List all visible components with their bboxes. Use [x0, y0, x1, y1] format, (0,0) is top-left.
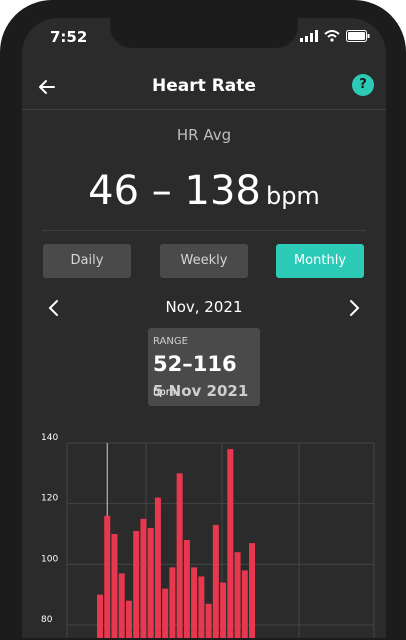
y-tick-label: 120 — [41, 494, 58, 504]
screen: 7:52 Heart Rate ? HR — [22, 18, 386, 638]
tooltip-range: 52–116 bpm — [153, 352, 260, 400]
tab-monthly[interactable]: Monthly — [276, 244, 364, 278]
heart-rate-bar[interactable] — [169, 567, 176, 638]
heart-rate-bar[interactable] — [118, 573, 125, 638]
heart-rate-bar[interactable] — [97, 594, 103, 638]
heart-rate-bar[interactable] — [111, 534, 118, 638]
status-time: 7:52 — [50, 28, 88, 46]
heart-rate-bar[interactable] — [191, 567, 198, 638]
heart-rate-chart[interactable]: 80 100 120 140 — [22, 413, 386, 638]
tooltip-range-unit: bpm — [153, 387, 176, 398]
period-label: Nov, 2021 — [165, 298, 243, 316]
tooltip-range-value: 52–116 — [153, 352, 237, 376]
y-tick-label: 80 — [41, 615, 53, 625]
help-icon[interactable]: ? — [352, 74, 374, 96]
tab-weekly[interactable]: Weekly — [160, 244, 248, 278]
signal-icon — [300, 30, 318, 42]
y-tick-label: 140 — [41, 433, 58, 443]
battery-icon — [346, 30, 370, 42]
heart-rate-bar[interactable] — [183, 540, 190, 638]
status-icons — [300, 30, 370, 42]
range-tooltip: RANGE 52–116 bpm 5 Nov 2021 — [148, 328, 260, 406]
nav-bar: Heart Rate ? — [22, 66, 386, 110]
heart-rate-bar[interactable] — [125, 600, 132, 638]
back-arrow-icon[interactable] — [34, 74, 60, 100]
hr-avg-label: HR Avg — [176, 126, 232, 144]
heart-rate-bar[interactable] — [133, 530, 140, 638]
page-title: Heart Rate — [152, 76, 256, 96]
hr-range-value: 46 – 138 bpm — [22, 168, 386, 214]
heart-rate-bar[interactable] — [176, 473, 183, 638]
notch — [110, 18, 298, 48]
tab-daily[interactable]: Daily — [43, 244, 131, 278]
heart-rate-bar[interactable] — [241, 570, 248, 638]
heart-rate-bar[interactable] — [227, 449, 234, 638]
heart-rate-bar[interactable] — [220, 582, 227, 638]
heart-rate-bar[interactable] — [212, 524, 219, 638]
heart-rate-bar[interactable] — [162, 588, 169, 638]
heart-rate-bar[interactable] — [198, 576, 205, 638]
wifi-icon — [324, 30, 340, 42]
heart-rate-bar[interactable] — [234, 552, 241, 638]
tooltip-caption: RANGE — [153, 336, 188, 347]
chevron-right-icon[interactable] — [344, 298, 364, 318]
hr-range-unit: bpm — [265, 182, 320, 210]
header-divider — [22, 109, 386, 110]
heart-rate-bar[interactable] — [249, 543, 256, 638]
heart-rate-bar[interactable] — [147, 527, 154, 638]
chevron-left-icon[interactable] — [44, 298, 64, 318]
heart-rate-bar[interactable] — [154, 497, 161, 638]
period-navigator: Nov, 2021 — [22, 296, 386, 320]
heart-rate-bar[interactable] — [104, 515, 111, 638]
summary-divider — [42, 230, 366, 231]
y-tick-label: 100 — [41, 554, 58, 564]
heart-rate-bar[interactable] — [205, 603, 212, 638]
heart-rate-bar[interactable] — [140, 518, 147, 638]
hr-range-number: 46 – 138 — [88, 168, 261, 214]
tooltip-date: 5 Nov 2021 — [153, 382, 249, 400]
